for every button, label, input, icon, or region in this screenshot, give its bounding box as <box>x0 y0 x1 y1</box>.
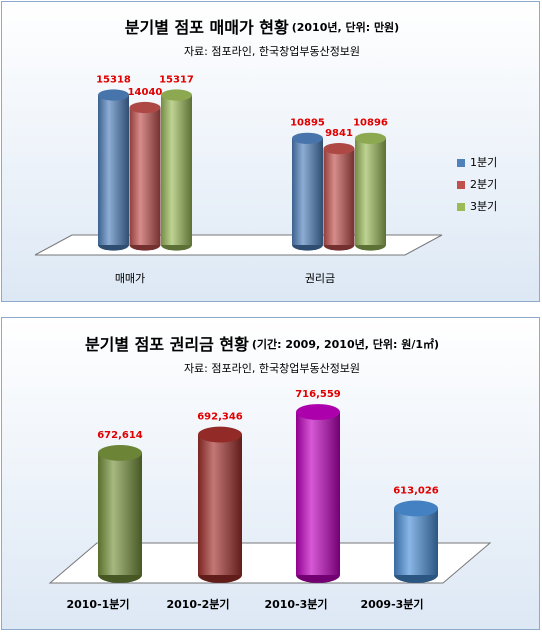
legend-swatch <box>457 203 465 211</box>
source: 자료: 점포라인, 한국창업부동산정보원 <box>184 362 360 375</box>
bar <box>98 89 129 251</box>
data-label: 672,614 <box>97 430 143 441</box>
bar-body <box>161 95 192 245</box>
x-tick-label: 2010-3분기 <box>264 597 327 611</box>
source: 자료: 점포라인, 한국창업부동산정보원 <box>184 45 360 58</box>
bar-body <box>394 508 438 575</box>
legend-swatch <box>457 159 465 167</box>
floor <box>48 542 492 584</box>
bar-top <box>161 89 192 101</box>
data-label: 613,026 <box>393 486 439 497</box>
legend-label: 2분기 <box>470 178 497 191</box>
bar-body <box>355 138 386 245</box>
chart-title: 분기별 점포 매매가 현황 (2010년, 단위: 만원) <box>125 18 399 37</box>
x-tick-label: 2009-3분기 <box>360 597 423 611</box>
chart-title: 분기별 점포 권리금 현황 (기간: 2009, 2010년, 단위: 원/1㎡) <box>85 335 439 354</box>
bar <box>355 132 386 251</box>
bar-top <box>296 404 340 420</box>
legend-label: 3분기 <box>470 200 497 213</box>
bar-body <box>292 138 323 245</box>
bar-top <box>129 101 161 114</box>
bar <box>296 404 340 583</box>
data-label: 692,346 <box>197 412 243 423</box>
legend-label: 1분기 <box>470 156 497 169</box>
bar-top <box>98 445 142 461</box>
data-label: 14040 <box>128 87 163 98</box>
bar-body <box>98 452 142 575</box>
data-label: 15318 <box>96 74 131 85</box>
bar <box>98 445 142 583</box>
data-label: 716,559 <box>295 389 341 400</box>
bar-top <box>394 500 438 517</box>
bar <box>323 143 355 251</box>
bar-top <box>323 143 355 155</box>
bar-body <box>323 148 355 245</box>
bar-top <box>198 426 242 443</box>
bar <box>292 132 323 251</box>
bar <box>394 500 438 583</box>
x-tick-label: 2010-1분기 <box>66 597 129 611</box>
bar <box>129 101 161 251</box>
bar-top <box>292 132 323 144</box>
legend-swatch <box>457 181 465 189</box>
bar-body <box>198 434 242 575</box>
bar <box>198 426 242 583</box>
bar-body <box>296 412 340 575</box>
bar <box>161 89 192 251</box>
data-label: 9841 <box>325 128 353 139</box>
bar-body <box>98 95 129 245</box>
bar-body <box>129 107 161 246</box>
data-label: 10895 <box>290 118 325 129</box>
bar-top <box>98 89 129 101</box>
data-label: 15317 <box>159 74 194 85</box>
bar-top <box>355 132 386 144</box>
x-tick-label: 매매가 <box>115 272 145 285</box>
x-tick-label: 2010-2분기 <box>166 597 229 611</box>
data-label: 10896 <box>353 118 388 129</box>
x-tick-label: 권리금 <box>305 272 335 285</box>
